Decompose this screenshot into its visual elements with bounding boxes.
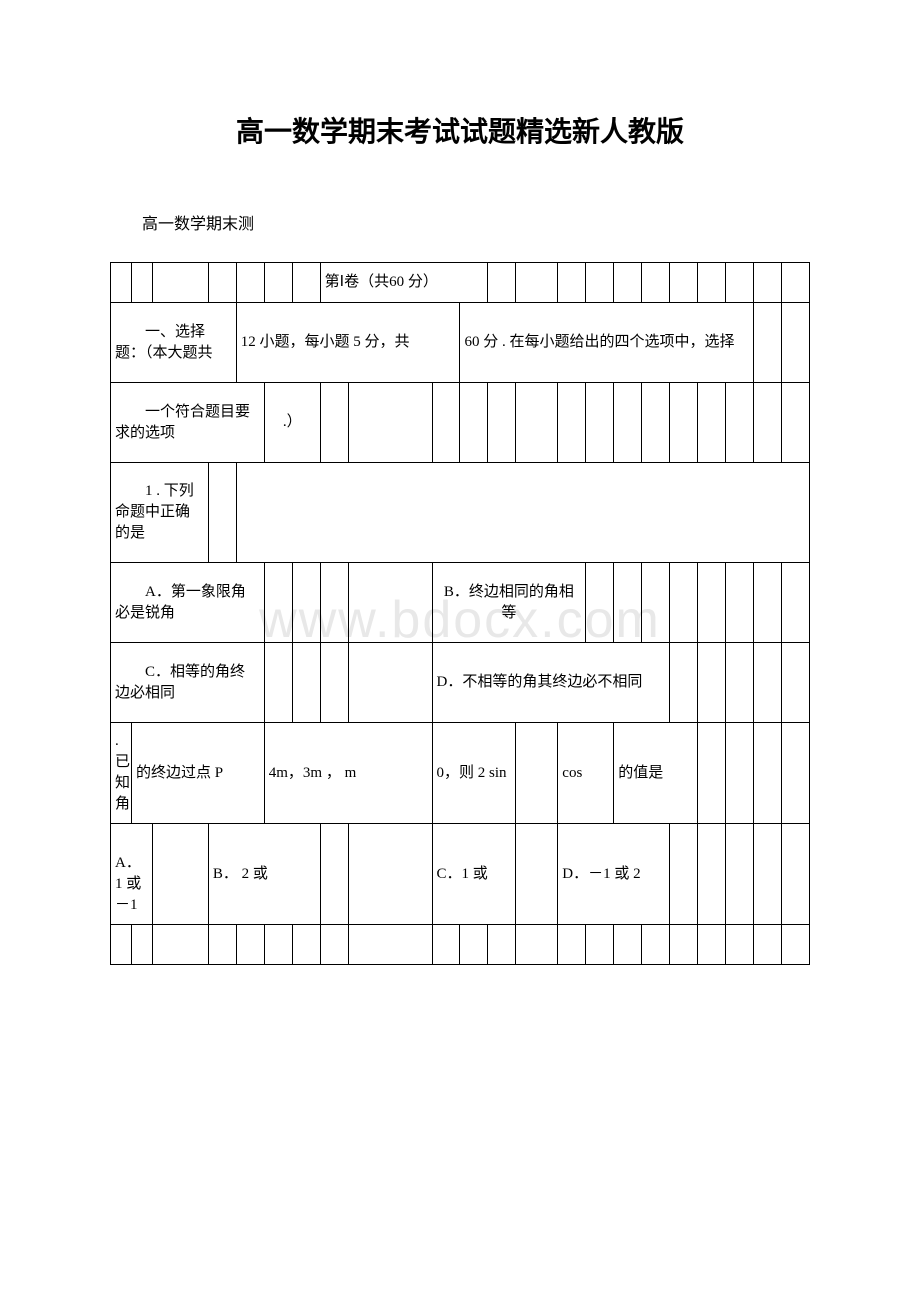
cell-option-b: B．终边相同的角相等 [432, 563, 586, 643]
cell-text: 的值是 [614, 723, 698, 824]
cell-option-d: D．不相等的角其终边必不相同 [432, 643, 670, 723]
cell-text: 一个符合题目要求的选项 [111, 383, 265, 463]
cell-text: 60 分 . 在每小题给出的四个选项中，选择 [460, 303, 754, 383]
cell-option-c: C．1 或 [432, 824, 516, 925]
cell-text: . 已知角 [111, 723, 132, 824]
table-row [111, 925, 810, 965]
cell-text: 一、选择题：（本大题共 [111, 303, 237, 383]
table-row: C．相等的角终边必相同 D．不相等的角其终边必不相同 [111, 643, 810, 723]
table-row: 一个符合题目要求的选项 .） [111, 383, 810, 463]
cell-text: cos [558, 723, 614, 824]
cell-text: 的终边过点 P [131, 723, 264, 824]
cell-text: 0，则 2 sin [432, 723, 516, 824]
cell-option-d: D．－1 或 2 [558, 824, 670, 925]
cell-section-header: 第Ⅰ卷（共60 分） [320, 263, 488, 303]
table-row: A．第一象限角必是锐角 B．终边相同的角相等 [111, 563, 810, 643]
cell-text: 12 小题，每小题 5 分，共 [236, 303, 460, 383]
table-row: 一、选择题：（本大题共 12 小题，每小题 5 分，共 60 分 . 在每小题给… [111, 303, 810, 383]
table-row: 第Ⅰ卷（共60 分） [111, 263, 810, 303]
cell-text: 4m，3m ， m [264, 723, 432, 824]
cell-text: .） [264, 383, 320, 463]
content-table: 第Ⅰ卷（共60 分） 一、选择题：（本大题共 12 小题，每小题 5 分，共 6… [110, 262, 810, 965]
cell-text: 1 . 下列命题中正确的是 [111, 463, 209, 563]
cell-option-c: C．相等的角终边必相同 [111, 643, 265, 723]
table-row: A．1 或－1 B． 2 或 C．1 或 D．－1 或 2 [111, 824, 810, 925]
table-row: . 已知角 的终边过点 P 4m，3m ， m 0，则 2 sin cos 的值… [111, 723, 810, 824]
page-title: 高一数学期末考试试题精选新人教版 [110, 110, 810, 150]
subtitle-text: 高一数学期末测 [110, 210, 810, 234]
table-row: 1 . 下列命题中正确的是 [111, 463, 810, 563]
cell-option-a: A．1 或－1 [111, 824, 153, 925]
cell-option-b: B． 2 或 [208, 824, 320, 925]
cell-option-a: A．第一象限角必是锐角 [111, 563, 265, 643]
